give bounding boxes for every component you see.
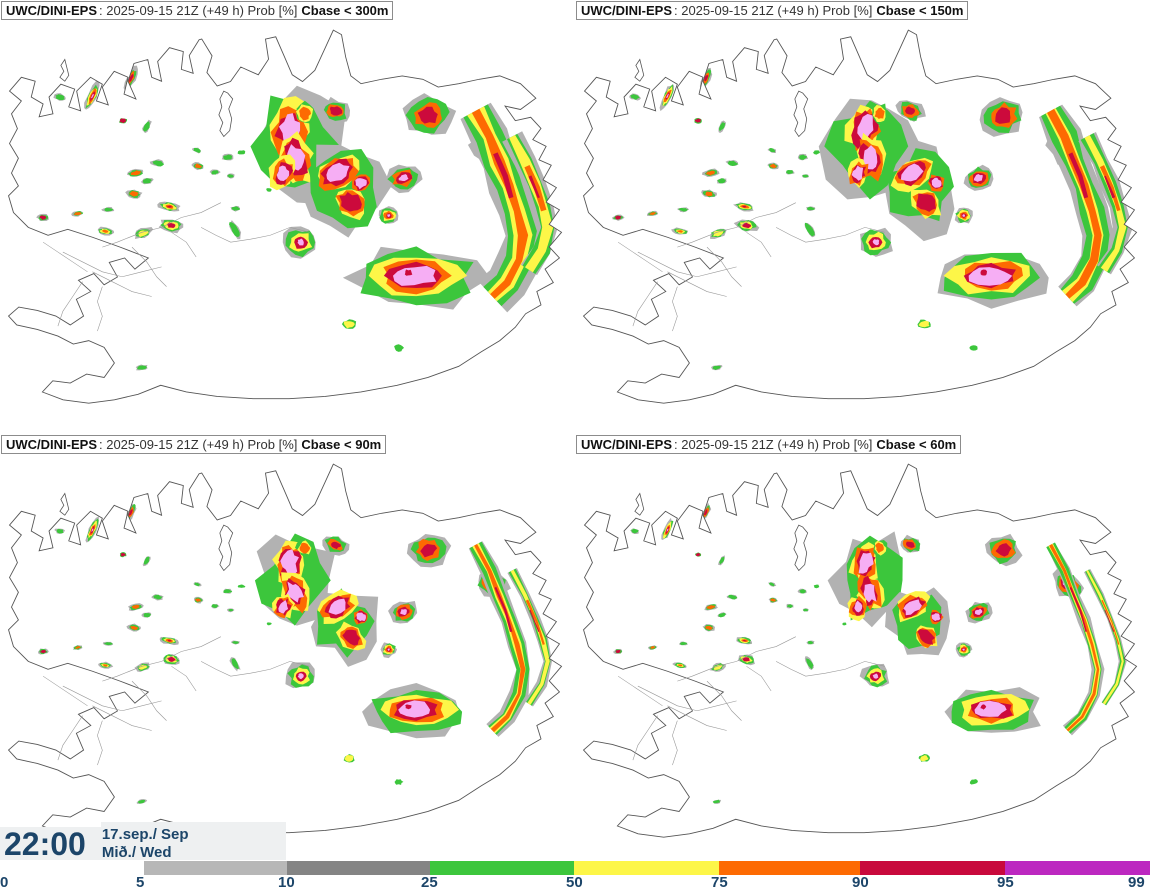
svg-text:25: 25 (421, 874, 438, 891)
svg-text:0: 0 (0, 874, 8, 891)
svg-text:5: 5 (136, 874, 144, 891)
svg-text:95: 95 (997, 874, 1014, 891)
svg-text:50: 50 (566, 874, 583, 891)
svg-text:75: 75 (711, 874, 728, 891)
svg-text:10: 10 (278, 874, 295, 891)
svg-text:90: 90 (852, 874, 869, 891)
svg-text:99: 99 (1128, 874, 1145, 891)
